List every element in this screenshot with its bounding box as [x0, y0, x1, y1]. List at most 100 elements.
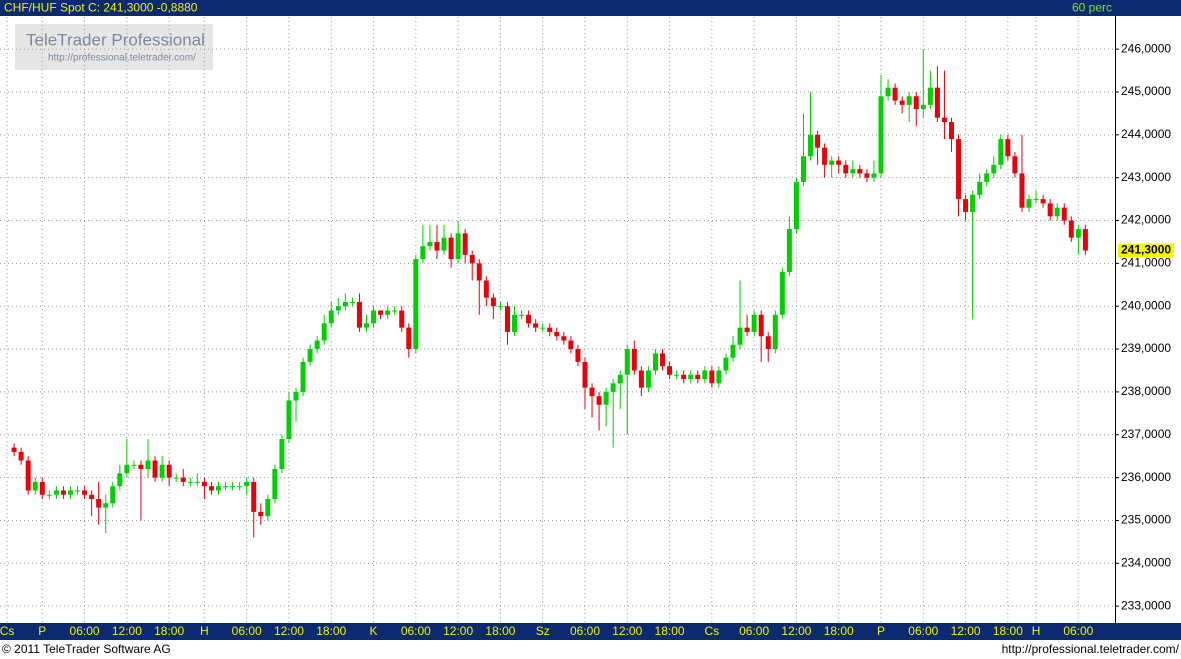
- y-tick-label: 234,0000: [1121, 555, 1171, 569]
- candle-body: [279, 439, 285, 470]
- y-tick-label: 240,0000: [1121, 298, 1171, 312]
- candle-body: [1026, 199, 1032, 208]
- x-tick-label: 18:00: [485, 624, 515, 638]
- x-tick-label: 18:00: [154, 624, 184, 638]
- change: -0,8880: [157, 1, 198, 15]
- grid: [0, 17, 1115, 622]
- x-tick-label: K: [370, 624, 378, 638]
- candle-body: [850, 169, 856, 174]
- candle-body: [800, 156, 806, 182]
- candle-body: [998, 139, 1004, 165]
- candle-body: [1075, 229, 1081, 238]
- watermark-box: [15, 24, 213, 70]
- candle-body: [413, 259, 419, 350]
- candle-body: [124, 464, 130, 474]
- candle-body: [378, 310, 384, 315]
- candle-body: [793, 181, 799, 230]
- candle-body: [18, 451, 24, 461]
- candle-body: [829, 160, 835, 165]
- candle-body: [695, 374, 701, 380]
- x-tick-label: 06:00: [1063, 624, 1093, 638]
- symbol: CHF/HUF Spot: [4, 1, 85, 15]
- interval: 60 perc: [1072, 1, 1112, 15]
- candle-body: [1005, 139, 1011, 157]
- candle-body: [237, 486, 243, 488]
- last-price-label: 241,3000: [1121, 243, 1171, 257]
- candle-body: [533, 323, 539, 328]
- candle-body: [758, 314, 764, 337]
- candle-body: [575, 349, 581, 362]
- candle-body: [406, 327, 412, 350]
- candle-body: [82, 490, 88, 495]
- x-tick-label: 12:00: [612, 624, 642, 638]
- header-text: CHF/HUF Spot C: 241,3000 -0,8880: [4, 1, 198, 15]
- candle-body: [60, 490, 66, 495]
- candle-body: [490, 297, 496, 307]
- candle-body: [32, 481, 38, 491]
- candle-body: [441, 237, 447, 251]
- candle-body: [328, 310, 334, 324]
- candle-body: [349, 301, 355, 303]
- candle-body: [145, 460, 151, 470]
- candle-body: [906, 96, 912, 105]
- candle-body: [131, 464, 137, 466]
- candle-body: [913, 96, 919, 110]
- candle-body: [39, 481, 45, 495]
- candle-body: [46, 494, 52, 496]
- candle-body: [448, 237, 454, 260]
- y-tick-label: 239,0000: [1121, 341, 1171, 355]
- x-tick-label: Cs: [705, 624, 720, 638]
- x-tick-label: 12:00: [443, 624, 473, 638]
- candle-body: [223, 486, 229, 488]
- candle-body: [984, 173, 990, 182]
- candle-body: [265, 499, 271, 517]
- candle-body: [561, 336, 567, 341]
- candle-body: [547, 327, 553, 332]
- x-tick-label: P: [877, 624, 885, 638]
- candle-body: [681, 374, 687, 380]
- candle-body: [540, 327, 546, 329]
- candle-body: [166, 464, 172, 478]
- header-bar: [0, 0, 1181, 16]
- y-tick-label: 236,0000: [1121, 470, 1171, 484]
- candle-body: [526, 314, 532, 324]
- candle-body: [702, 370, 708, 380]
- candle-body: [469, 254, 475, 264]
- candle-body: [582, 361, 588, 388]
- candle-body: [117, 473, 123, 487]
- candle-body: [293, 391, 299, 401]
- candle-body: [660, 353, 666, 367]
- y-tick-label: 238,0000: [1121, 384, 1171, 398]
- candle-body: [1068, 220, 1074, 238]
- candle-body: [899, 100, 905, 105]
- candle-body: [215, 486, 221, 491]
- candle-body: [934, 87, 940, 118]
- candle-body: [512, 314, 518, 332]
- candle-body: [956, 139, 962, 200]
- y-tick-label: 243,0000: [1121, 170, 1171, 184]
- candle-body: [194, 481, 200, 483]
- candle-body: [519, 314, 525, 316]
- candle-body: [772, 314, 778, 350]
- candle-body: [822, 147, 828, 165]
- x-tick-label: 06:00: [70, 624, 100, 638]
- y-tick-label: 241,0000: [1121, 256, 1171, 270]
- candle-body: [314, 340, 320, 350]
- candle-body: [857, 169, 863, 174]
- x-tick-label: H: [200, 624, 209, 638]
- candle-body: [977, 181, 983, 195]
- x-tick-label: H: [1032, 624, 1041, 638]
- candle-body: [963, 199, 969, 212]
- candle-body: [455, 233, 461, 260]
- candle-body: [941, 117, 947, 122]
- last-price: 241,3000: [103, 1, 153, 15]
- candle-body: [399, 310, 405, 328]
- x-tick-label: 18:00: [655, 624, 685, 638]
- y-tick-label: 245,0000: [1121, 84, 1171, 98]
- y-tick-label: 233,0000: [1121, 598, 1171, 612]
- x-tick-label: 18:00: [824, 624, 854, 638]
- candle-body: [300, 361, 306, 392]
- x-axis-bar: [0, 623, 1181, 640]
- candle-body: [230, 486, 236, 488]
